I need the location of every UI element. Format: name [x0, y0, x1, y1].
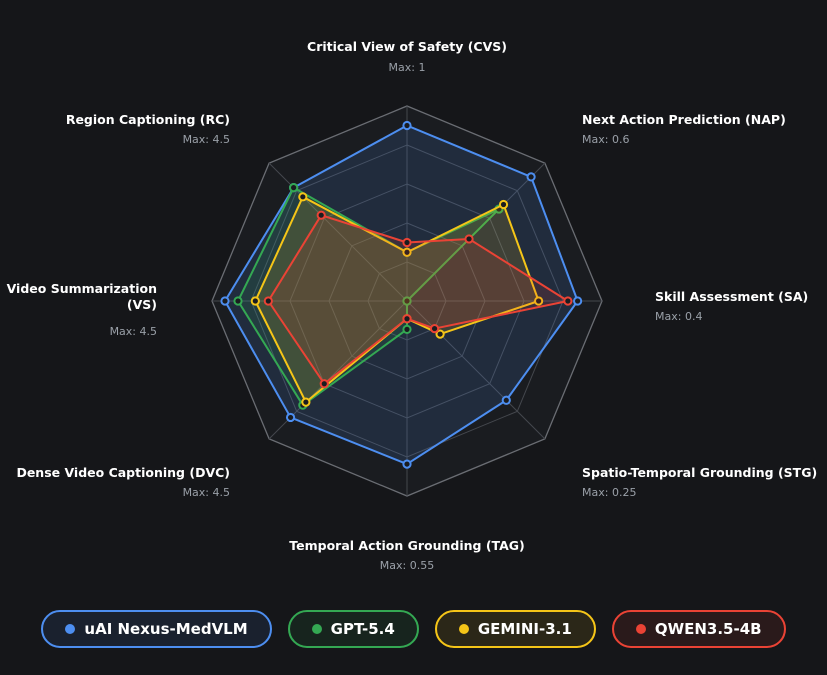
axis-max-label: Max: 1 — [389, 61, 426, 74]
data-point — [402, 459, 412, 469]
axis-labels: Critical View of Safety (CVS) Max: 1 Next … — [7, 39, 818, 572]
axis-label: Skill Assessment (SA) — [655, 289, 808, 304]
legend-label: GEMINI-3.1 — [477, 620, 572, 638]
data-point — [250, 296, 260, 306]
data-point — [263, 296, 273, 306]
legend-dot — [311, 624, 322, 634]
axis-line — [406, 300, 546, 440]
data-point — [435, 329, 445, 339]
data-point — [402, 237, 412, 248]
axis-label: Video Summarization (VS) — [7, 281, 157, 312]
axis-label: Spatio-Temporal Grounding (STG) — [582, 465, 817, 480]
axis-max-label: Max: 0.55 — [380, 559, 434, 572]
legend-item[interactable]: uAI Nexus-MedVLM — [41, 610, 272, 648]
legend-dot — [65, 624, 76, 634]
legend-dot — [458, 624, 469, 634]
legend-dot — [635, 624, 646, 634]
axis-label: Next Action Prediction (NAP) — [582, 112, 786, 127]
series-group — [263, 210, 573, 389]
data-point — [298, 192, 308, 202]
axis-label-line: Video Summarization — [7, 281, 157, 296]
data-point — [402, 324, 412, 334]
data-point — [429, 323, 440, 334]
data-point — [526, 172, 536, 182]
axis-label: Region Captioning (RC) — [66, 112, 230, 127]
legend-label: uAI Nexus-MedVLM — [84, 620, 248, 638]
data-point — [534, 296, 544, 306]
series-polygon — [237, 186, 500, 407]
data-point — [289, 183, 299, 193]
axis-max-label: Max: 0.4 — [655, 310, 702, 323]
series-group — [233, 183, 504, 410]
radar-chart: Critical View of Safety (CVS) Max: 1 Next … — [7, 39, 818, 572]
data-point — [319, 379, 329, 389]
axis-max-label: Max: 0.25 — [582, 486, 636, 499]
data-point — [220, 296, 230, 306]
axis-label-line: (VS) — [127, 297, 157, 312]
axis-max-label: Max: 0.6 — [582, 133, 629, 146]
legend-label: GPT-5.4 — [330, 620, 395, 638]
series-layer — [220, 120, 583, 469]
data-point — [573, 296, 583, 306]
legend-item[interactable]: GEMINI-3.1 — [434, 610, 596, 648]
data-point — [402, 296, 412, 306]
data-point — [563, 296, 573, 306]
axis-label: Critical View of Safety (CVS) — [307, 39, 507, 54]
axis-max-label: Max: 4.5 — [183, 133, 230, 146]
data-point — [402, 120, 412, 131]
legend-item[interactable]: GPT-5.4 — [287, 610, 419, 648]
data-point — [301, 397, 311, 407]
axis-max-label: Max: 4.5 — [183, 486, 230, 499]
legend-label: QWEN3.5-4B — [654, 620, 762, 638]
data-point — [402, 247, 412, 257]
axis-label: Dense Video Captioning (DVC) — [16, 465, 230, 480]
data-point — [501, 395, 511, 405]
axis-max-label: Max: 4.5 — [110, 325, 157, 338]
legend-item[interactable]: QWEN3.5-4B — [611, 610, 786, 648]
data-point — [233, 296, 243, 306]
data-point — [316, 210, 326, 220]
legend: uAI Nexus-MedVLM GPT-5.4 GEMINI-3.1 QWEN3.5… — [0, 610, 827, 648]
data-point — [285, 412, 296, 423]
axis-label: Temporal Action Grounding (TAG) — [289, 538, 524, 553]
data-point — [464, 234, 474, 244]
data-point — [402, 314, 412, 324]
data-point — [498, 199, 509, 210]
